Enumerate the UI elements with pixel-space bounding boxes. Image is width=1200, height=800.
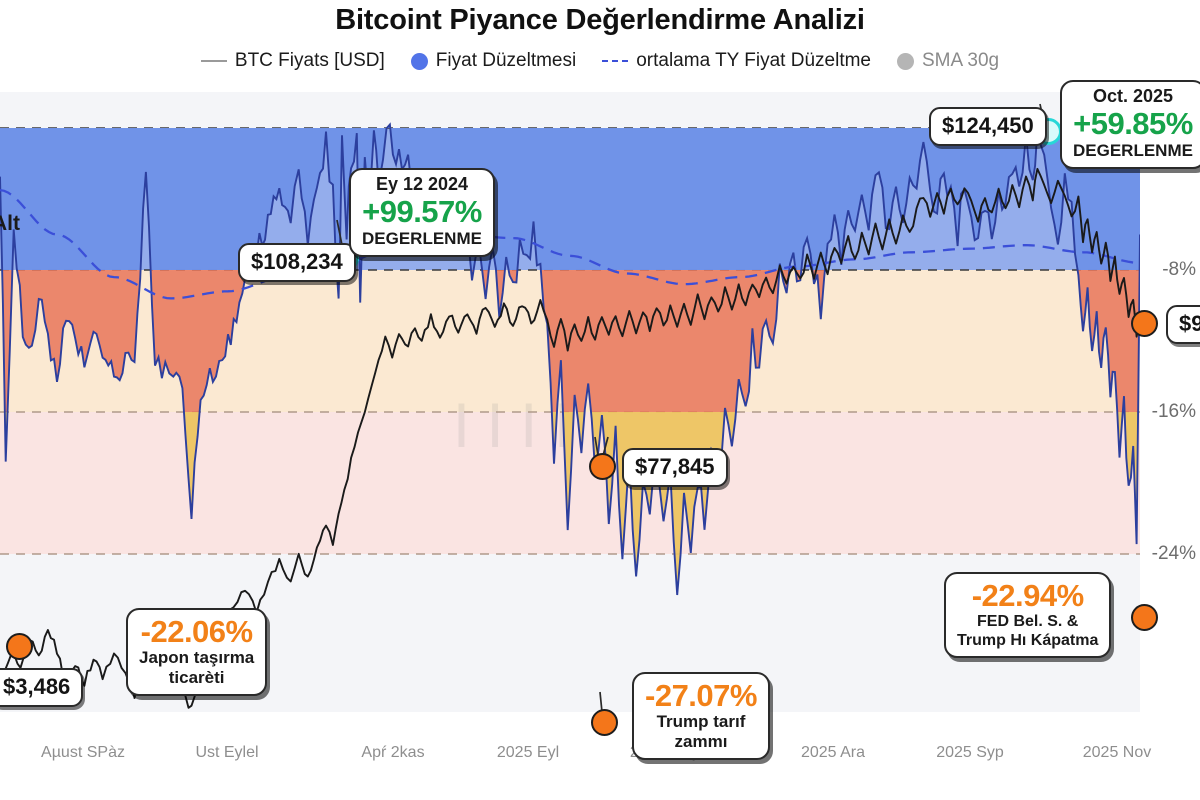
callout-percent: -27.07% [645, 678, 757, 713]
legend-label: Fiyat Düzeltmesi [435, 50, 577, 71]
price-tag-low-apr[interactable]: $77,845 [622, 448, 728, 487]
callout-japan-carry-trade[interactable]: -22.06% Japon taşırma ticarèti [126, 608, 268, 697]
chart-plot-area: | | | | [0, 92, 1200, 764]
line-icon [200, 60, 227, 62]
x-tick-0: Aµust SPàz [41, 744, 125, 761]
drawdown-area [0, 122, 1140, 596]
price-tag-peak-sep[interactable]: $108,234 [238, 243, 356, 282]
callout-fed-shutdown[interactable]: -22.94% FED Bel. S. & Trump Hı Kápatma [944, 572, 1112, 658]
callout-subtitle-line2: zammı [674, 731, 728, 751]
watermark: | | | | [455, 395, 573, 447]
price-tag-last[interactable]: $98 [1166, 305, 1200, 344]
x-tick-3: 2025 Eyl [496, 744, 560, 761]
legend-label: SMA 30g [922, 50, 1000, 71]
callout-percent: +59.85% [1073, 106, 1193, 142]
legend-label: BTC Fiyats [USD] [234, 50, 385, 71]
price-tag-peak-oct[interactable]: $124,450 [929, 107, 1047, 146]
x-tick-5: 2025 Ara [800, 744, 866, 761]
callout-subtitle-line2: Trump Hı Kápatma [957, 631, 1099, 649]
x-tick-2: Apŕ 2kas [361, 744, 425, 761]
marker-last-price[interactable] [1131, 310, 1158, 337]
callout-date: Oct. 2025 [1092, 86, 1174, 106]
price-tag-start[interactable]: $3,486 [0, 668, 84, 707]
y-tick-8: -8% [1162, 259, 1196, 280]
btc-price-line [0, 167, 1140, 709]
legend-label: ortalama TY Fiyat Düzeltme [636, 50, 871, 71]
marker-low-apr-2025[interactable] [589, 453, 616, 480]
callout-subtitle-line1: Trump tarıf [656, 712, 746, 732]
legend-item-sma30[interactable]: SMA 30g [897, 50, 999, 72]
callout-subtitle-line1: FED Bel. S. & [977, 613, 1079, 631]
callout-date: Ey 12 2024 [375, 174, 469, 194]
marker-trump-tariff-low[interactable] [591, 709, 618, 736]
x-tick-1: Ust Eylel [195, 744, 259, 761]
chart-canvas: | | | | [0, 92, 1140, 723]
callout-percent: -22.94% [971, 578, 1084, 613]
marker-start-low[interactable] [6, 633, 33, 660]
legend-item-average-correction[interactable]: ortalama TY Fiyat Düzeltme [602, 50, 871, 72]
callout-percent: +99.57% [362, 194, 482, 230]
x-tick-7: 2025 Nov [1082, 744, 1152, 761]
y-tick-24: -24% [1151, 543, 1196, 564]
circle-icon [410, 52, 428, 70]
callout-oct-2025[interactable]: Oct. 2025 +59.85% DEGERLENME [1060, 80, 1200, 170]
y-tick-16: -16% [1151, 401, 1196, 422]
page-title: Bitcoint Piyance Değerlendirme Analizi [335, 4, 865, 36]
marker-fed-low[interactable] [1131, 604, 1158, 631]
y-axis-title: Alt [0, 212, 20, 235]
callout-subtitle-line1: Japon taşırma [139, 648, 255, 668]
callout-subtitle-line2: ticarèti [168, 667, 225, 687]
dashed-line-icon [602, 60, 629, 62]
x-tick-6: 2025 Syp [936, 744, 1004, 761]
legend-item-price-correction[interactable]: Fiyat Düzeltmesi [410, 50, 577, 72]
callout-subtitle: DEGERLENME [362, 228, 482, 248]
callout-trump-tariff[interactable]: -27.07% Trump tarıf zammı [632, 672, 770, 761]
legend-item-btc-price[interactable]: BTC Fiyats [USD] [200, 50, 385, 72]
circle-icon [897, 52, 914, 70]
callout-sep-2024[interactable]: Ey 12 2024 +99.57% DEGERLENME [349, 168, 495, 258]
callout-subtitle: DEGERLENME [1073, 140, 1193, 160]
chart-legend: BTC Fiyats [USD] Fiyat Düzeltmesi ortala… [0, 50, 1200, 72]
average-correction-line [0, 188, 1140, 300]
callout-percent: -22.06% [140, 614, 253, 649]
